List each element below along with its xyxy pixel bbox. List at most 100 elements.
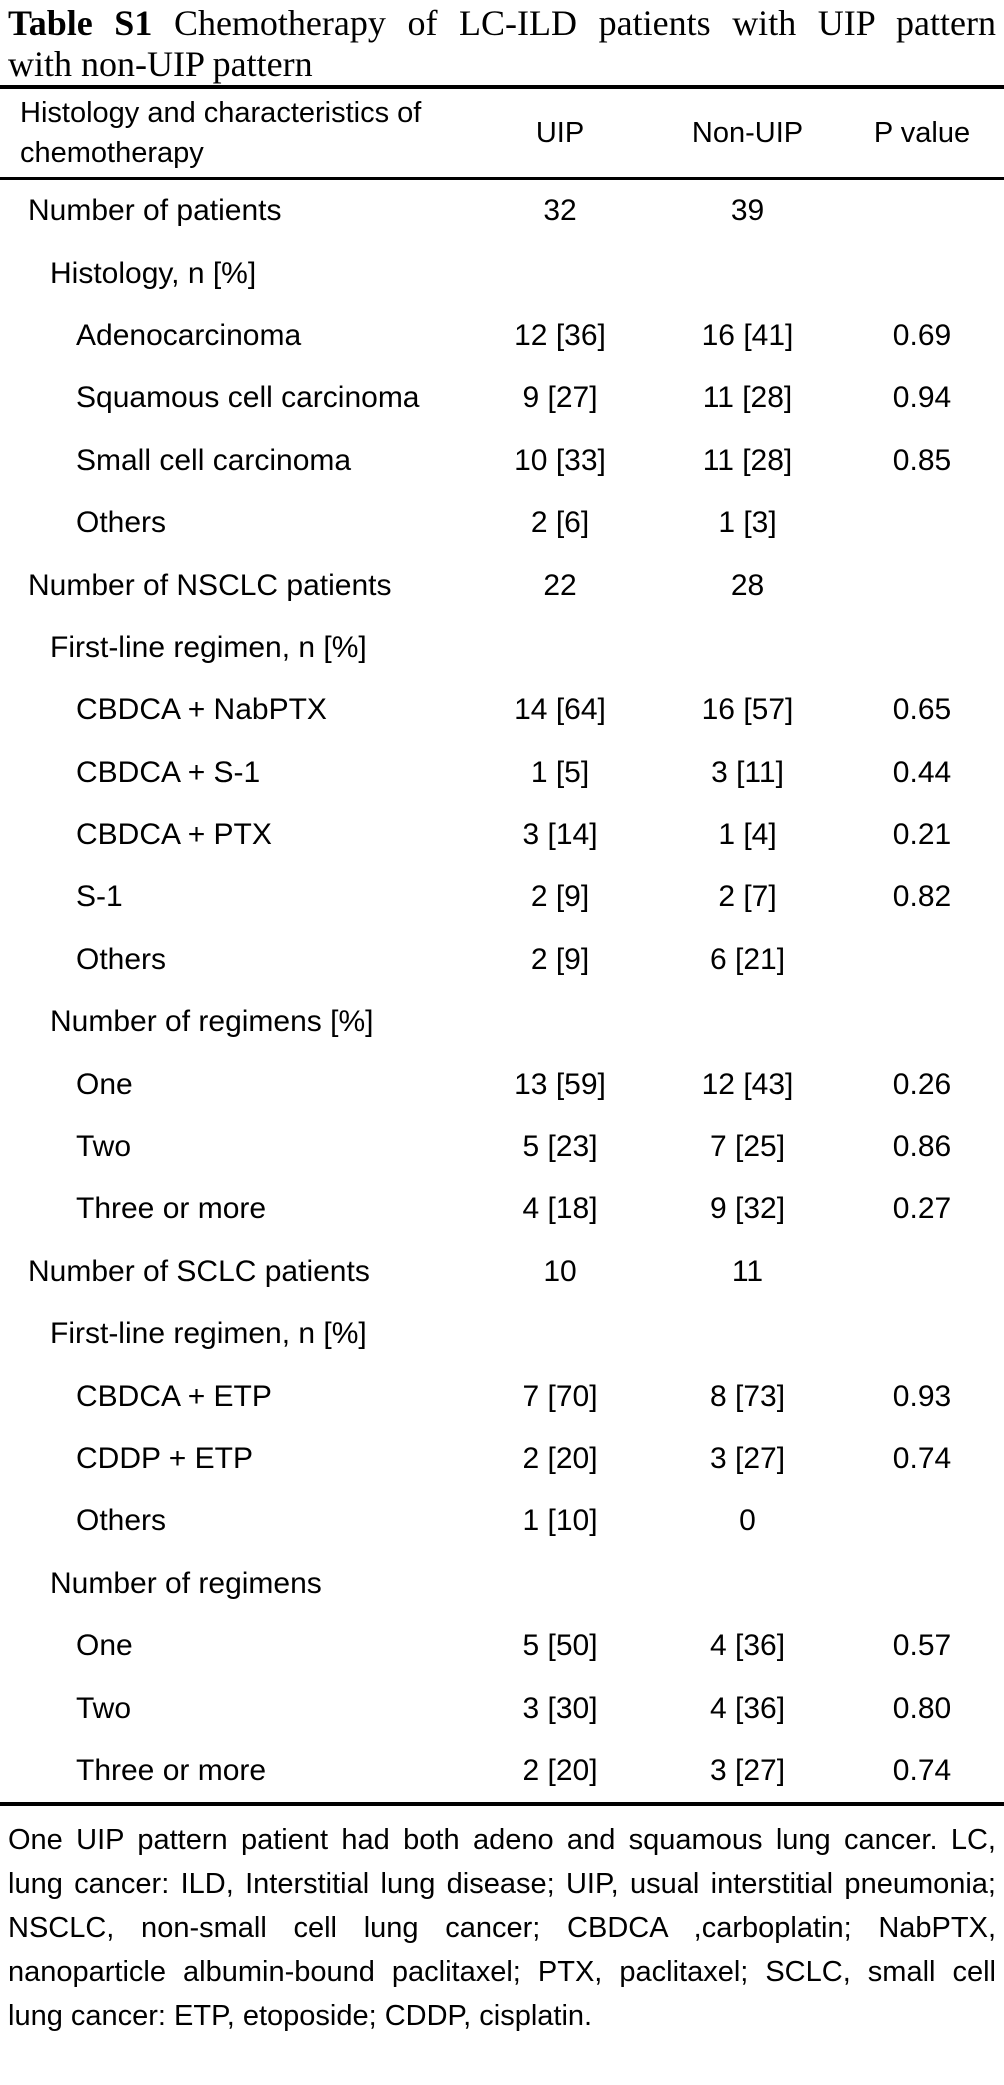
- table-row: Others 2 [6] 1 [3]: [0, 492, 1004, 554]
- table-number: Table S1: [8, 3, 153, 43]
- p-value: 0.94: [892, 381, 952, 415]
- header-p-value: P value: [873, 116, 971, 149]
- table-header-rule: [0, 177, 1004, 180]
- row-label: Others: [76, 506, 167, 540]
- p-value: 0.21: [892, 818, 952, 852]
- nonuip-value: 3 [27]: [709, 1442, 786, 1475]
- table-row: Adenocarcinoma 12 [36] 16 [41] 0.69: [0, 305, 1004, 367]
- nonuip-value: 1 [4]: [718, 818, 777, 852]
- uip-value: 32: [543, 194, 577, 228]
- table-row: Three or more 2 [20] 3 [27] 0.74: [0, 1740, 1004, 1802]
- row-label: CBDCA + NabPTX: [76, 693, 327, 727]
- p-value: 0.27: [892, 1192, 952, 1226]
- uip-value: 14 [64]: [514, 693, 606, 727]
- p-value: 0.69: [892, 318, 952, 352]
- header-histology-characteristics: Histology and characteristics of chemoth…: [20, 97, 422, 169]
- row-label: Squamous cell carcinoma: [76, 381, 420, 415]
- table-row: Number of regimens [%]: [0, 991, 1004, 1053]
- uip-value: 2 [9]: [530, 942, 590, 976]
- nonuip-value: 6 [21]: [709, 942, 786, 976]
- table-row: One 13 [59] 12 [43] 0.26: [0, 1053, 1004, 1115]
- p-value: 0.85: [892, 443, 952, 477]
- table-bottom-rule: [0, 1802, 1004, 1807]
- row-label: Others: [76, 1504, 167, 1538]
- row-label: Number of SCLC patients: [28, 1254, 370, 1288]
- table-top-rule: [0, 85, 1004, 89]
- nonuip-value: 7 [25]: [709, 1130, 786, 1164]
- row-label: Number of NSCLC patients: [28, 568, 392, 602]
- nonuip-value: 0: [739, 1504, 756, 1538]
- table-row: Three or more 4 [18] 9 [32] 0.27: [0, 1178, 1004, 1240]
- table-row: Number of SCLC patients 10 11: [0, 1241, 1004, 1303]
- table-caption-line1: Table S1 Chemotherapy of LC-ILD patients…: [8, 3, 996, 44]
- nonuip-value: 28: [730, 568, 765, 602]
- uip-value: 4 [18]: [522, 1192, 598, 1226]
- nonuip-value: 4 [36]: [709, 1629, 786, 1663]
- p-value: 0.93: [892, 1379, 952, 1413]
- table-row: Histology, n [%]: [0, 242, 1004, 304]
- nonuip-value: 11: [731, 1254, 764, 1288]
- p-value: 0.80: [892, 1691, 952, 1725]
- uip-value: 22: [543, 568, 577, 602]
- table-row: CBDCA + NabPTX 14 [64] 16 [57] 0.65: [0, 679, 1004, 741]
- row-label: Two: [76, 1691, 132, 1725]
- header-non-uip: Non-UIP: [691, 116, 804, 149]
- nonuip-value: 4 [36]: [709, 1691, 786, 1725]
- table-caption: Table S1 Chemotherapy of LC-ILD patients…: [0, 0, 1004, 85]
- p-value: 0.74: [892, 1442, 952, 1475]
- uip-value: 2 [20]: [522, 1753, 598, 1787]
- row-label: Others: [76, 942, 167, 976]
- row-label: Number of patients: [28, 194, 282, 228]
- table-row: Number of regimens: [0, 1553, 1004, 1615]
- table-row: CBDCA + PTX 3 [14] 1 [4] 0.21: [0, 804, 1004, 866]
- row-label: S-1: [76, 880, 123, 914]
- nonuip-value: 12 [43]: [701, 1067, 794, 1101]
- uip-value: 3 [14]: [522, 818, 598, 852]
- table-header-row: Histology and characteristics of chemoth…: [0, 89, 1004, 177]
- uip-value: 3 [30]: [522, 1691, 598, 1725]
- row-label: Number of regimens [%]: [50, 1005, 374, 1039]
- table-row: First-line regimen, n [%]: [0, 617, 1004, 679]
- nonuip-value: 16 [41]: [701, 318, 794, 352]
- row-label: Three or more: [76, 1192, 267, 1226]
- uip-value: 7 [70]: [522, 1379, 598, 1413]
- table-row: Two 5 [23] 7 [25] 0.86: [0, 1116, 1004, 1178]
- table-body: Number of patients 32 39 Histology, n [%] Ad…: [0, 180, 1004, 1802]
- row-label: Three or more: [76, 1753, 267, 1787]
- row-label: CBDCA + ETP: [76, 1379, 272, 1413]
- header-uip: UIP: [535, 116, 585, 149]
- nonuip-value: 16 [57]: [701, 693, 794, 727]
- p-value: 0.65: [892, 693, 952, 727]
- nonuip-value: 3 [27]: [709, 1753, 786, 1787]
- row-label: CBDCA + PTX: [76, 818, 272, 852]
- uip-value: 10 [33]: [514, 443, 606, 477]
- table-row: Small cell carcinoma 10 [33] 11 [28] 0.85: [0, 430, 1004, 492]
- uip-value: 13 [59]: [514, 1067, 606, 1101]
- row-label: Small cell carcinoma: [76, 443, 352, 477]
- uip-value: 1 [10]: [522, 1504, 598, 1538]
- table-row: CBDCA + S-1 1 [5] 3 [11] 0.44: [0, 742, 1004, 804]
- row-label: First-line regimen, n [%]: [50, 1317, 367, 1351]
- uip-value: 9 [27]: [522, 381, 598, 415]
- row-label: CBDCA + S-1: [76, 755, 261, 789]
- nonuip-value: 1 [3]: [718, 506, 777, 540]
- row-label: First-line regimen, n [%]: [50, 630, 367, 664]
- table-row: Others 1 [10] 0: [0, 1490, 1004, 1552]
- p-value: 0.74: [892, 1753, 952, 1787]
- p-value: 0.26: [892, 1067, 952, 1101]
- table-row: Squamous cell carcinoma 9 [27] 11 [28] 0.94: [0, 367, 1004, 429]
- table-caption-text: Chemotherapy of LC-ILD patients with UIP…: [173, 3, 997, 43]
- table-row: Number of patients 32 39: [0, 180, 1004, 242]
- row-label: Number of regimens: [50, 1566, 322, 1600]
- nonuip-value: 11 [28]: [702, 381, 793, 415]
- row-label: Histology, n [%]: [50, 256, 257, 290]
- p-value: 0.44: [892, 755, 952, 789]
- row-label: CDDP + ETP: [76, 1442, 253, 1475]
- table-footnote: One UIP pattern patient had both adeno a…: [8, 1824, 996, 2033]
- uip-value: 10: [543, 1254, 577, 1288]
- uip-value: 2 [20]: [522, 1442, 598, 1475]
- row-label: Two: [76, 1130, 132, 1164]
- table-row: Number of NSCLC patients 22 28: [0, 554, 1004, 616]
- table-row: CBDCA + ETP 7 [70] 8 [73] 0.93: [0, 1365, 1004, 1427]
